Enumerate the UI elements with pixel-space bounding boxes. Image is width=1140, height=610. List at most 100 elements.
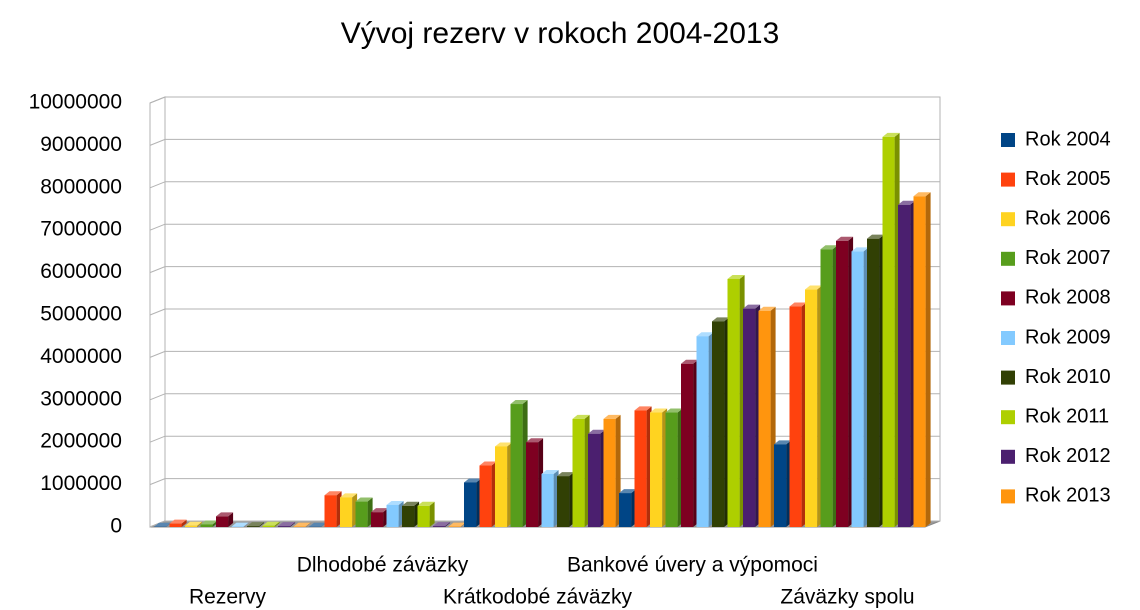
bar-side <box>274 521 280 527</box>
bar-top <box>464 478 482 483</box>
bar-top <box>324 491 342 496</box>
bar-top <box>820 245 838 250</box>
grid-line-side <box>149 223 166 231</box>
legend-label: Rok 2005 <box>1025 168 1111 190</box>
bar-top <box>479 461 497 466</box>
bar-side <box>243 522 249 527</box>
bar-top <box>851 247 869 252</box>
bar-side <box>181 519 187 527</box>
legend-swatch <box>1001 489 1015 504</box>
legend-label: Rok 2010 <box>1025 366 1111 388</box>
bar-side <box>290 522 296 527</box>
bar <box>712 321 725 527</box>
grid-line-side <box>149 393 166 401</box>
bar <box>898 204 911 527</box>
bar-top <box>262 521 280 526</box>
bar <box>758 310 771 527</box>
bar-side <box>305 522 311 527</box>
chart-title: Vývoj rezerv v rokoch 2004-2013 <box>341 17 780 50</box>
bar-top <box>185 521 203 526</box>
y-tick-label: 7000000 <box>40 218 122 241</box>
bar-top <box>867 234 885 239</box>
bar-top <box>665 408 683 413</box>
bar <box>696 336 709 527</box>
legend-swatch <box>1001 133 1015 147</box>
bar <box>665 412 678 527</box>
y-tick-label: 6000000 <box>40 260 122 283</box>
legend-swatch <box>1001 251 1015 266</box>
bar-top <box>448 522 466 527</box>
bar-side <box>197 521 203 527</box>
bar <box>386 504 399 527</box>
bar-top <box>355 497 373 502</box>
bar <box>247 526 260 527</box>
bar <box>417 505 430 527</box>
bar-top <box>603 414 621 419</box>
legend-label: Rok 2007 <box>1025 247 1111 269</box>
legend-label: Rok 2011 <box>1025 405 1109 427</box>
bar <box>650 412 663 527</box>
legend-swatch <box>1001 370 1015 385</box>
bar <box>743 308 756 527</box>
bar-side <box>445 522 451 527</box>
y-tick-label: 8000000 <box>40 175 122 198</box>
grid-line-side <box>149 478 166 486</box>
bar <box>510 404 523 527</box>
bar <box>913 196 926 527</box>
bar-top <box>278 522 296 527</box>
legend-label: Rok 2004 <box>1025 128 1111 150</box>
bar <box>495 446 508 527</box>
bar-top <box>293 522 311 527</box>
bar-top <box>541 470 559 474</box>
bar <box>185 525 198 527</box>
grid-line-side <box>149 308 166 316</box>
bar <box>340 497 353 527</box>
bar <box>588 433 601 527</box>
bar-top <box>696 332 714 337</box>
bar <box>355 501 368 527</box>
bar-top <box>898 200 916 205</box>
bar-top <box>371 508 389 513</box>
bar-top <box>758 306 776 311</box>
bar-top <box>495 442 513 447</box>
bar <box>681 363 694 527</box>
x-tick-label: Krátkodobé záväzky <box>443 586 633 609</box>
bar-side <box>259 522 265 527</box>
legend-swatch <box>1001 212 1015 227</box>
bar-top <box>216 512 234 517</box>
bar <box>820 249 833 527</box>
bar-top <box>727 274 745 279</box>
bar-top <box>882 132 900 137</box>
bar-top <box>309 522 327 527</box>
legend-label: Rok 2006 <box>1025 207 1111 229</box>
legend-swatch <box>1001 410 1015 425</box>
bar-top <box>433 522 451 527</box>
bar-top <box>913 192 931 197</box>
legend-swatch <box>1001 291 1015 306</box>
y-tick-label: 4000000 <box>40 345 122 368</box>
bar <box>789 306 802 527</box>
grid-line-side <box>149 350 166 358</box>
grid-line-side <box>149 181 166 189</box>
bar <box>169 523 182 527</box>
bar <box>882 136 895 528</box>
bar-top <box>154 522 172 527</box>
bar-top <box>789 302 807 307</box>
bar-top <box>588 429 606 434</box>
bar-top <box>712 317 730 322</box>
y-tick-label: 3000000 <box>40 387 122 410</box>
bar <box>324 495 337 527</box>
bar <box>262 525 275 527</box>
bar-top <box>247 522 265 527</box>
legend-swatch <box>1001 449 1015 464</box>
y-tick-label: 5000000 <box>40 303 122 326</box>
bar-top <box>386 500 404 505</box>
bar-top <box>169 519 187 524</box>
y-tick-label: 0 <box>110 515 122 538</box>
bar <box>433 526 446 527</box>
bar <box>402 505 415 527</box>
bar <box>603 418 616 527</box>
bar-top <box>650 408 668 413</box>
legend-label: Rok 2013 <box>1025 485 1111 507</box>
